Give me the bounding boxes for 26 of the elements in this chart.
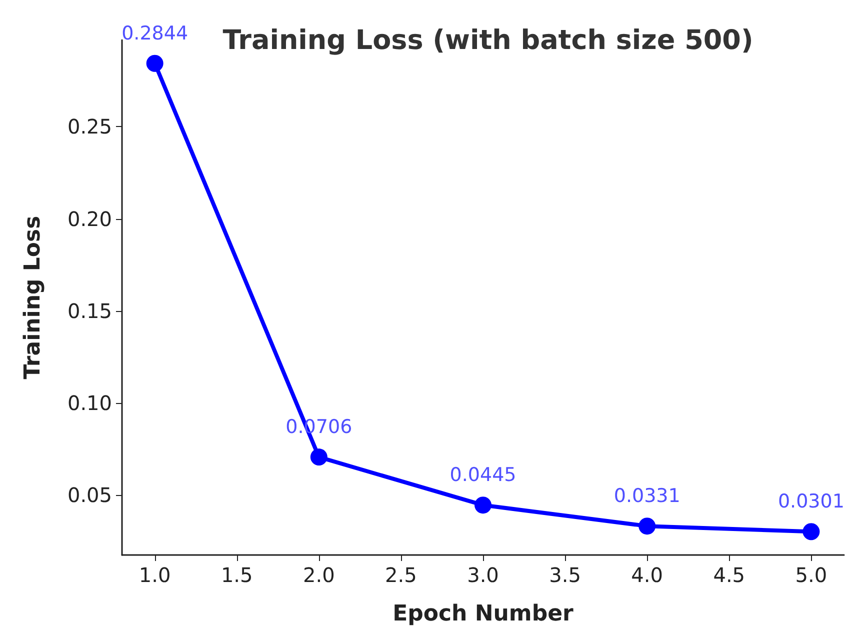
- y-tick-label: 0.25: [67, 114, 112, 139]
- point: [310, 448, 328, 466]
- y-tick-label: 0.05: [67, 482, 112, 507]
- data-label: 0.2844: [122, 22, 188, 44]
- y-axis-title: Training Loss: [20, 216, 46, 380]
- y-tick-label: 0.10: [67, 390, 112, 415]
- point: [474, 496, 492, 514]
- x-tick-label: 4.5: [713, 563, 746, 587]
- point: [802, 523, 820, 540]
- chart-title: Training Loss (with batch size 500): [222, 25, 754, 56]
- x-tick-label: 3.5: [549, 563, 581, 587]
- y-tick-label: 0.20: [67, 206, 112, 231]
- x-axis-title: Epoch Number: [392, 602, 574, 626]
- data-label: 0.0445: [450, 464, 516, 486]
- x-tick-label: 1.5: [220, 563, 253, 587]
- x-tick-label: 5.0: [795, 563, 828, 587]
- data-label: 0.0301: [778, 490, 844, 513]
- y-tick-label: 0.15: [67, 298, 112, 323]
- x-tick-label: 2.0: [303, 563, 335, 587]
- x-tick-label: 4.0: [631, 563, 663, 587]
- data-label: 0.0331: [614, 485, 680, 508]
- point: [638, 518, 656, 535]
- x-tick-label: 3.0: [467, 563, 499, 587]
- x-tick-label: 1.0: [138, 563, 171, 587]
- point: [146, 54, 164, 72]
- x-tick-label: 2.5: [385, 563, 417, 587]
